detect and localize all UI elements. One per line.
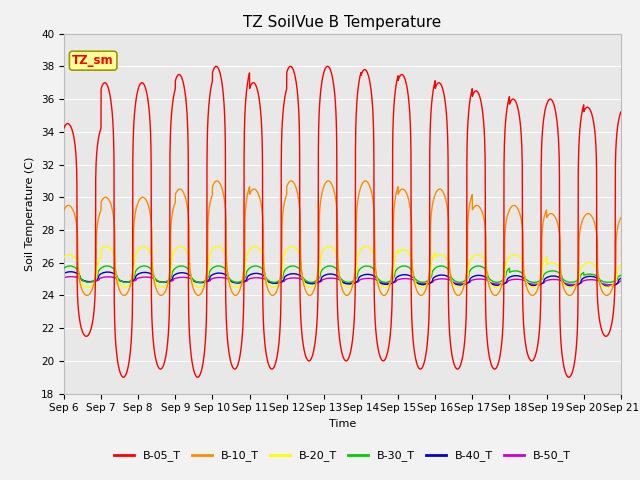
Text: TZ_sm: TZ_sm xyxy=(72,54,114,67)
Legend: B-05_T, B-10_T, B-20_T, B-30_T, B-40_T, B-50_T: B-05_T, B-10_T, B-20_T, B-30_T, B-40_T, … xyxy=(109,446,575,466)
Y-axis label: Soil Temperature (C): Soil Temperature (C) xyxy=(26,156,35,271)
X-axis label: Time: Time xyxy=(329,419,356,429)
Title: TZ SoilVue B Temperature: TZ SoilVue B Temperature xyxy=(243,15,442,30)
